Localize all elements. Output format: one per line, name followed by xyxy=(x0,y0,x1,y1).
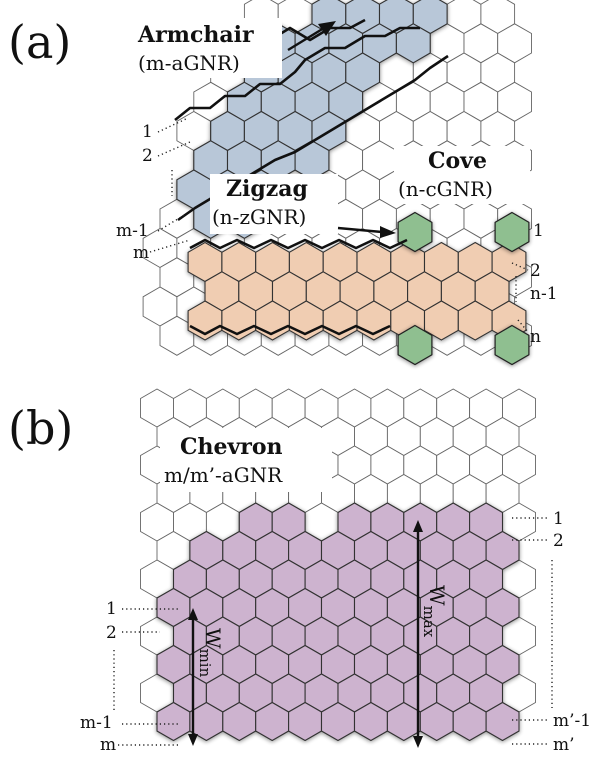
panel-b-right-index-m-1: m’-1 xyxy=(553,711,591,731)
cove-hex xyxy=(494,211,530,253)
panel-b-right-index-1: 1 xyxy=(553,509,564,529)
panel-a-label: (a) xyxy=(8,15,71,69)
w-max-arrowhead-top xyxy=(413,520,423,532)
panel-a-left-index-m: m xyxy=(133,243,149,263)
panel-b-left-index-m: m xyxy=(100,735,116,755)
zigzag-arrow xyxy=(337,226,383,234)
panel-b-left-index-m-1: m-1 xyxy=(80,713,113,733)
armchair-arrowhead xyxy=(318,21,336,36)
panel-a-right-index-n-1: n-1 xyxy=(530,284,558,304)
panel-b-left-index-1: 1 xyxy=(106,599,117,619)
chevron-hex xyxy=(485,701,520,742)
zigzag-label-box xyxy=(210,174,338,234)
zigzag-edge-top xyxy=(189,238,408,250)
panel-b-right-index-m: m’ xyxy=(553,735,575,755)
panel-a-right-index-2: 2 xyxy=(530,261,541,281)
cove-hex xyxy=(397,324,433,366)
zigzag-subtitle: (n-zGNR) xyxy=(212,205,306,229)
cove-ribbon xyxy=(397,211,530,366)
armchair-subtitle: (m-aGNR) xyxy=(138,51,240,75)
panel-b-right-leaders xyxy=(512,517,553,745)
zigzag-arrowhead xyxy=(380,226,396,238)
panel-a-left-index-2: 2 xyxy=(142,146,153,166)
zigzag-title: Zigzag xyxy=(226,176,308,202)
panel-b-right-index-2: 2 xyxy=(553,531,564,551)
armchair-hex xyxy=(395,23,431,64)
cove-hex xyxy=(494,324,530,366)
panel-b-label: (b) xyxy=(8,401,73,455)
cove-label-box xyxy=(394,146,530,204)
w-min-arrowhead-top xyxy=(188,608,198,620)
panel-b-left-index-2: 2 xyxy=(106,623,117,643)
cove-title: Cove xyxy=(428,148,487,174)
w-max-arrowhead-bottom xyxy=(413,736,423,748)
panel-a-left-leaders xyxy=(149,117,191,253)
panel-a-right-index-n: n xyxy=(530,327,541,347)
armchair-arrow xyxy=(287,26,325,52)
armchair-title: Armchair xyxy=(137,22,254,48)
chevron-subtitle: m/m’-aGNR xyxy=(164,463,283,487)
armchair-edge-upper xyxy=(174,26,420,122)
panel-a: (a) Armchair (m-aGNR) Zigzag (n-zGNR) Co… xyxy=(8,0,558,366)
zigzag-ribbon xyxy=(187,241,527,341)
armchair-edge-top xyxy=(269,18,366,42)
panel-a-left-index-m-1: m-1 xyxy=(116,221,149,241)
chevron-label-box xyxy=(160,428,332,492)
panel-a-right-index-1: 1 xyxy=(533,221,544,241)
w-min-arrowhead-bottom xyxy=(188,734,198,746)
panel-b: (b) Chevron m/m’-aGNR Wmin Wmax 1 2 m-1 … xyxy=(8,388,591,755)
panel-a-right-leaders xyxy=(511,262,529,333)
zigzag-edge-bottom xyxy=(189,324,391,336)
chevron-ribbon xyxy=(156,502,520,742)
panel-a-left-index-1: 1 xyxy=(142,122,153,142)
chevron-title: Chevron xyxy=(180,434,283,460)
cove-subtitle: (n-cGNR) xyxy=(398,177,493,201)
cove-hex xyxy=(397,211,433,253)
armchair-label-box xyxy=(132,18,282,78)
